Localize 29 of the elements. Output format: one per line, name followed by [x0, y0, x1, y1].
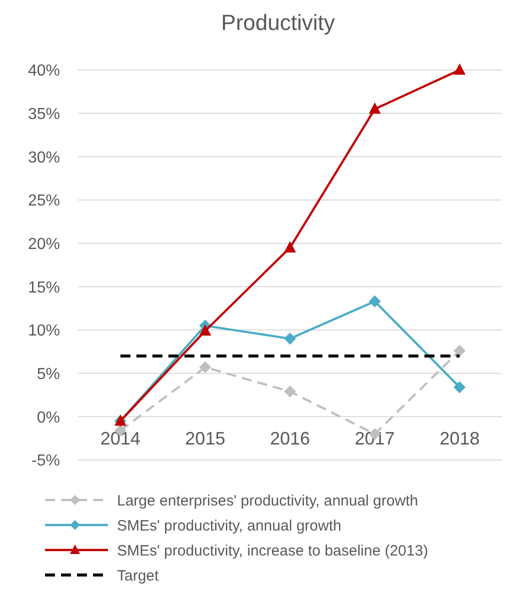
point	[199, 324, 212, 336]
point	[454, 344, 466, 357]
y-tick-label: 25%	[28, 192, 60, 210]
point	[368, 102, 381, 114]
legend-label: SMEs' productivity, annual growth	[117, 517, 342, 534]
point	[284, 386, 296, 398]
chart-title: Productivity	[221, 10, 335, 35]
point	[199, 361, 212, 374]
y-tick-label: -5%	[32, 452, 60, 470]
y-tick-label: 5%	[36, 366, 60, 383]
x-tick-label: 2014	[100, 428, 140, 449]
y-tick-label: 30%	[28, 149, 60, 166]
y-tick-label: 40%	[28, 62, 60, 80]
point	[284, 241, 296, 252]
point	[368, 295, 381, 308]
y-tick-label: 0%	[36, 409, 60, 426]
x-tick-label: 2018	[440, 428, 480, 449]
y-tick-label: 15%	[28, 279, 60, 296]
x-tick-label: 2016	[270, 428, 310, 449]
point	[454, 63, 466, 75]
point	[454, 381, 466, 394]
x-tick-label: 2015	[185, 428, 226, 449]
legend-label: Target	[117, 567, 160, 584]
y-tick-label: 35%	[28, 106, 60, 123]
legend-label: SMEs' productivity, increase to baseline (2013)	[117, 542, 428, 560]
y-tick-label: 10%	[28, 322, 60, 340]
legend-label: Large enterprises' productivity, annual growth	[117, 492, 418, 510]
point	[284, 332, 296, 345]
y-tick-label: 20%	[28, 236, 60, 253]
